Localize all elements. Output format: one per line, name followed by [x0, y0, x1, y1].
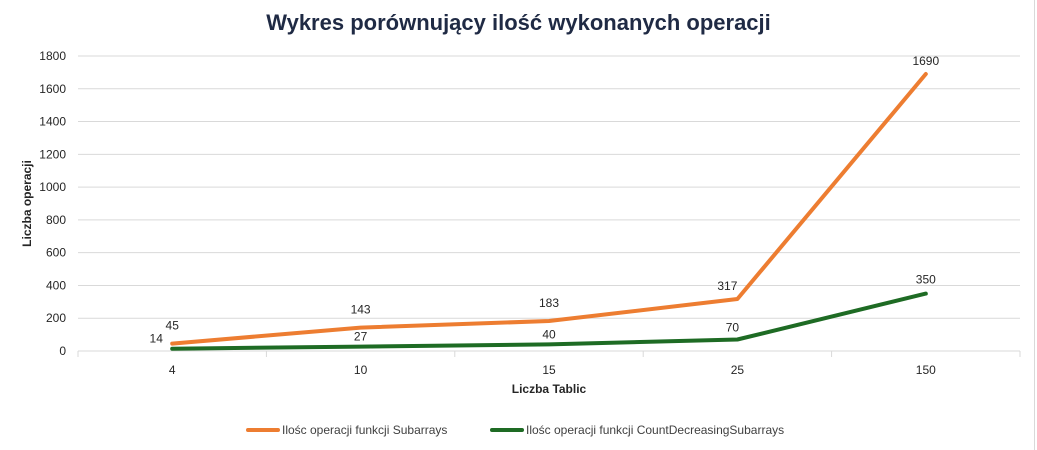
y-tick-label: 1600: [39, 82, 66, 96]
y-tick-label: 0: [59, 344, 66, 358]
data-label: 183: [539, 296, 559, 310]
y-tick-label: 1200: [39, 147, 66, 161]
y-tick-label: 1000: [39, 180, 66, 194]
data-label: 27: [354, 330, 368, 344]
y-tick-label: 400: [46, 278, 66, 292]
data-label: 350: [916, 273, 936, 287]
series-line-2: [170, 291, 928, 351]
y-axis-title: Liczba operacji: [20, 160, 34, 247]
x-tick-label: 4: [169, 363, 176, 377]
legend-label: Ilośc operacji funkcji Subarrays: [282, 423, 447, 437]
data-label: 317: [717, 279, 737, 293]
legend-label: Ilośc operacji funkcji CountDecreasingSu…: [526, 423, 784, 437]
series-line-1: [170, 72, 928, 346]
data-label: 1690: [912, 54, 939, 68]
y-tick-label: 600: [46, 246, 66, 260]
y-tick-label: 1400: [39, 115, 66, 129]
data-label: 40: [542, 327, 556, 341]
y-tick-label: 800: [46, 213, 66, 227]
x-tick-label: 150: [916, 363, 936, 377]
chart-title: Wykres porównujący ilość wykonanych oper…: [266, 10, 771, 35]
data-label: 143: [351, 303, 371, 317]
y-tick-label: 1800: [39, 49, 66, 63]
data-label: 70: [726, 321, 740, 335]
x-tick-label: 15: [542, 363, 556, 377]
y-tick-label: 200: [46, 311, 66, 325]
x-tick-label: 10: [354, 363, 368, 377]
x-tick-label: 25: [731, 363, 745, 377]
x-axis-title: Liczba Tablic: [512, 382, 587, 396]
data-label: 14: [150, 332, 164, 346]
chart-border: [1034, 0, 1035, 450]
data-label: 45: [166, 319, 180, 333]
